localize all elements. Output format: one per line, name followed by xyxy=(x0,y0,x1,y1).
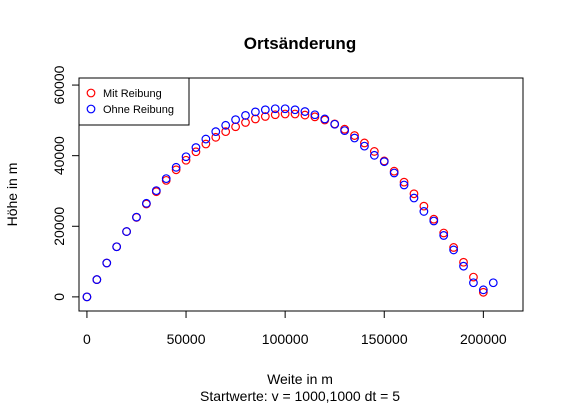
data-point xyxy=(181,152,191,162)
data-point xyxy=(102,258,112,268)
data-points xyxy=(82,104,498,302)
data-point xyxy=(280,109,290,119)
data-point xyxy=(201,134,211,144)
data-point xyxy=(280,104,290,114)
data-point xyxy=(379,157,389,167)
data-point xyxy=(241,111,250,120)
data-point xyxy=(330,119,340,129)
data-point xyxy=(310,110,320,120)
data-point xyxy=(488,278,498,288)
data-point xyxy=(171,165,181,175)
data-point xyxy=(478,285,488,295)
data-point xyxy=(191,143,201,152)
data-point xyxy=(419,207,429,216)
data-point xyxy=(409,193,419,203)
data-point xyxy=(350,131,359,140)
data-point xyxy=(122,227,131,236)
data-point xyxy=(171,162,181,172)
data-point xyxy=(459,261,468,271)
x-axis-label: Weite in m xyxy=(267,371,333,387)
data-point xyxy=(132,212,141,222)
data-point xyxy=(449,243,459,252)
data-point xyxy=(141,198,151,208)
y-axis-label: Höhe in m xyxy=(4,163,20,227)
data-point xyxy=(369,150,379,160)
legend-label-mit-reibung: Mit Reibung xyxy=(103,88,162,100)
data-point xyxy=(251,107,260,117)
data-point xyxy=(221,120,231,130)
y-tick-label: 60000 xyxy=(51,65,67,104)
chart-title: Ortsänderung xyxy=(244,34,356,53)
data-point xyxy=(260,112,270,121)
data-point xyxy=(211,127,221,137)
data-point xyxy=(300,107,310,116)
data-point xyxy=(369,147,379,156)
data-point xyxy=(181,155,191,165)
y-tick-label: 20000 xyxy=(51,207,67,246)
legend-marker-mit-reibung xyxy=(86,88,96,98)
data-point xyxy=(290,105,300,115)
data-point xyxy=(290,109,300,119)
data-point xyxy=(469,272,478,282)
legend-box xyxy=(78,77,190,126)
data-point xyxy=(419,201,429,211)
data-point xyxy=(399,177,409,187)
y-tick-label: 40000 xyxy=(51,136,67,175)
data-point xyxy=(409,189,419,199)
data-point xyxy=(469,278,478,288)
data-point xyxy=(151,186,161,196)
data-point xyxy=(439,228,449,238)
data-point xyxy=(270,110,280,120)
data-point xyxy=(360,138,369,148)
legend: Mit Reibung Ohne Reibung xyxy=(78,77,190,126)
series-ohne-reibung xyxy=(82,104,498,302)
data-point xyxy=(389,168,399,178)
data-point xyxy=(350,133,359,143)
legend-marker-ohne-reibung xyxy=(86,104,96,114)
data-point xyxy=(260,105,270,115)
data-point xyxy=(459,257,468,267)
data-point xyxy=(201,139,211,149)
x-tick-label: 50000 xyxy=(167,331,206,347)
legend-label-ohne-reibung: Ohne Reibung xyxy=(103,104,174,116)
data-point xyxy=(270,104,280,114)
data-point xyxy=(82,292,92,302)
data-point xyxy=(161,174,171,184)
data-point xyxy=(340,126,350,136)
data-point xyxy=(360,141,369,151)
chart-subtitle: Startwerte: v = 1000,1000 dt = 5 xyxy=(200,388,400,404)
data-point xyxy=(449,245,459,255)
data-point xyxy=(399,180,409,190)
data-point xyxy=(320,114,330,124)
data-point xyxy=(221,127,231,137)
y-tick-label: 0 xyxy=(51,293,67,301)
data-point xyxy=(300,110,310,120)
data-point xyxy=(211,132,221,142)
data-point xyxy=(429,216,439,226)
x-tick-label: 100000 xyxy=(262,331,309,347)
data-point xyxy=(92,275,102,284)
x-axis: 0 50000 100000 150000 200000 xyxy=(83,310,507,347)
data-point xyxy=(191,147,201,157)
data-point xyxy=(439,231,449,240)
data-point xyxy=(231,115,240,125)
data-point xyxy=(112,242,122,252)
x-tick-label: 200000 xyxy=(460,331,507,347)
x-tick-label: 150000 xyxy=(361,331,408,347)
data-point xyxy=(478,287,488,297)
x-tick-label: 0 xyxy=(83,331,91,347)
